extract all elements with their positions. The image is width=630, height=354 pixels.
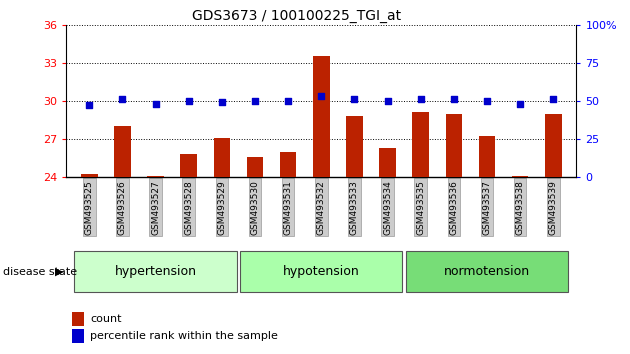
Bar [379,148,396,177]
FancyBboxPatch shape [74,251,237,292]
FancyBboxPatch shape [406,251,568,292]
FancyBboxPatch shape [240,251,403,292]
Point [416,97,426,102]
Bar [214,138,230,177]
Bar [180,154,197,177]
Text: hypotension: hypotension [283,265,360,278]
Text: ▶: ▶ [55,267,63,277]
Bar [413,112,429,177]
Bar [479,136,495,177]
Bar [247,157,263,177]
Point [350,97,360,102]
Text: count: count [90,314,122,324]
Text: hypertension: hypertension [115,265,197,278]
Bar [147,176,164,177]
Bar [280,152,297,177]
Point [382,98,392,104]
Point [449,97,459,102]
Bar [445,114,462,177]
Bar [313,57,329,177]
Bar [81,175,98,177]
Point [184,98,194,104]
Bar [545,114,561,177]
Text: normotension: normotension [444,265,530,278]
Point [217,99,227,105]
Text: GDS3673 / 100100225_TGI_at: GDS3673 / 100100225_TGI_at [192,9,401,23]
Bar [346,116,363,177]
Point [283,98,293,104]
Point [316,93,326,99]
Text: percentile rank within the sample: percentile rank within the sample [90,331,278,341]
Point [548,97,558,102]
Bar [512,176,529,177]
Point [515,101,525,107]
Point [482,98,492,104]
Text: disease state: disease state [3,267,77,277]
Bar [114,126,131,177]
Point [84,103,94,108]
Point [117,97,127,102]
Point [250,98,260,104]
Point [151,101,161,107]
